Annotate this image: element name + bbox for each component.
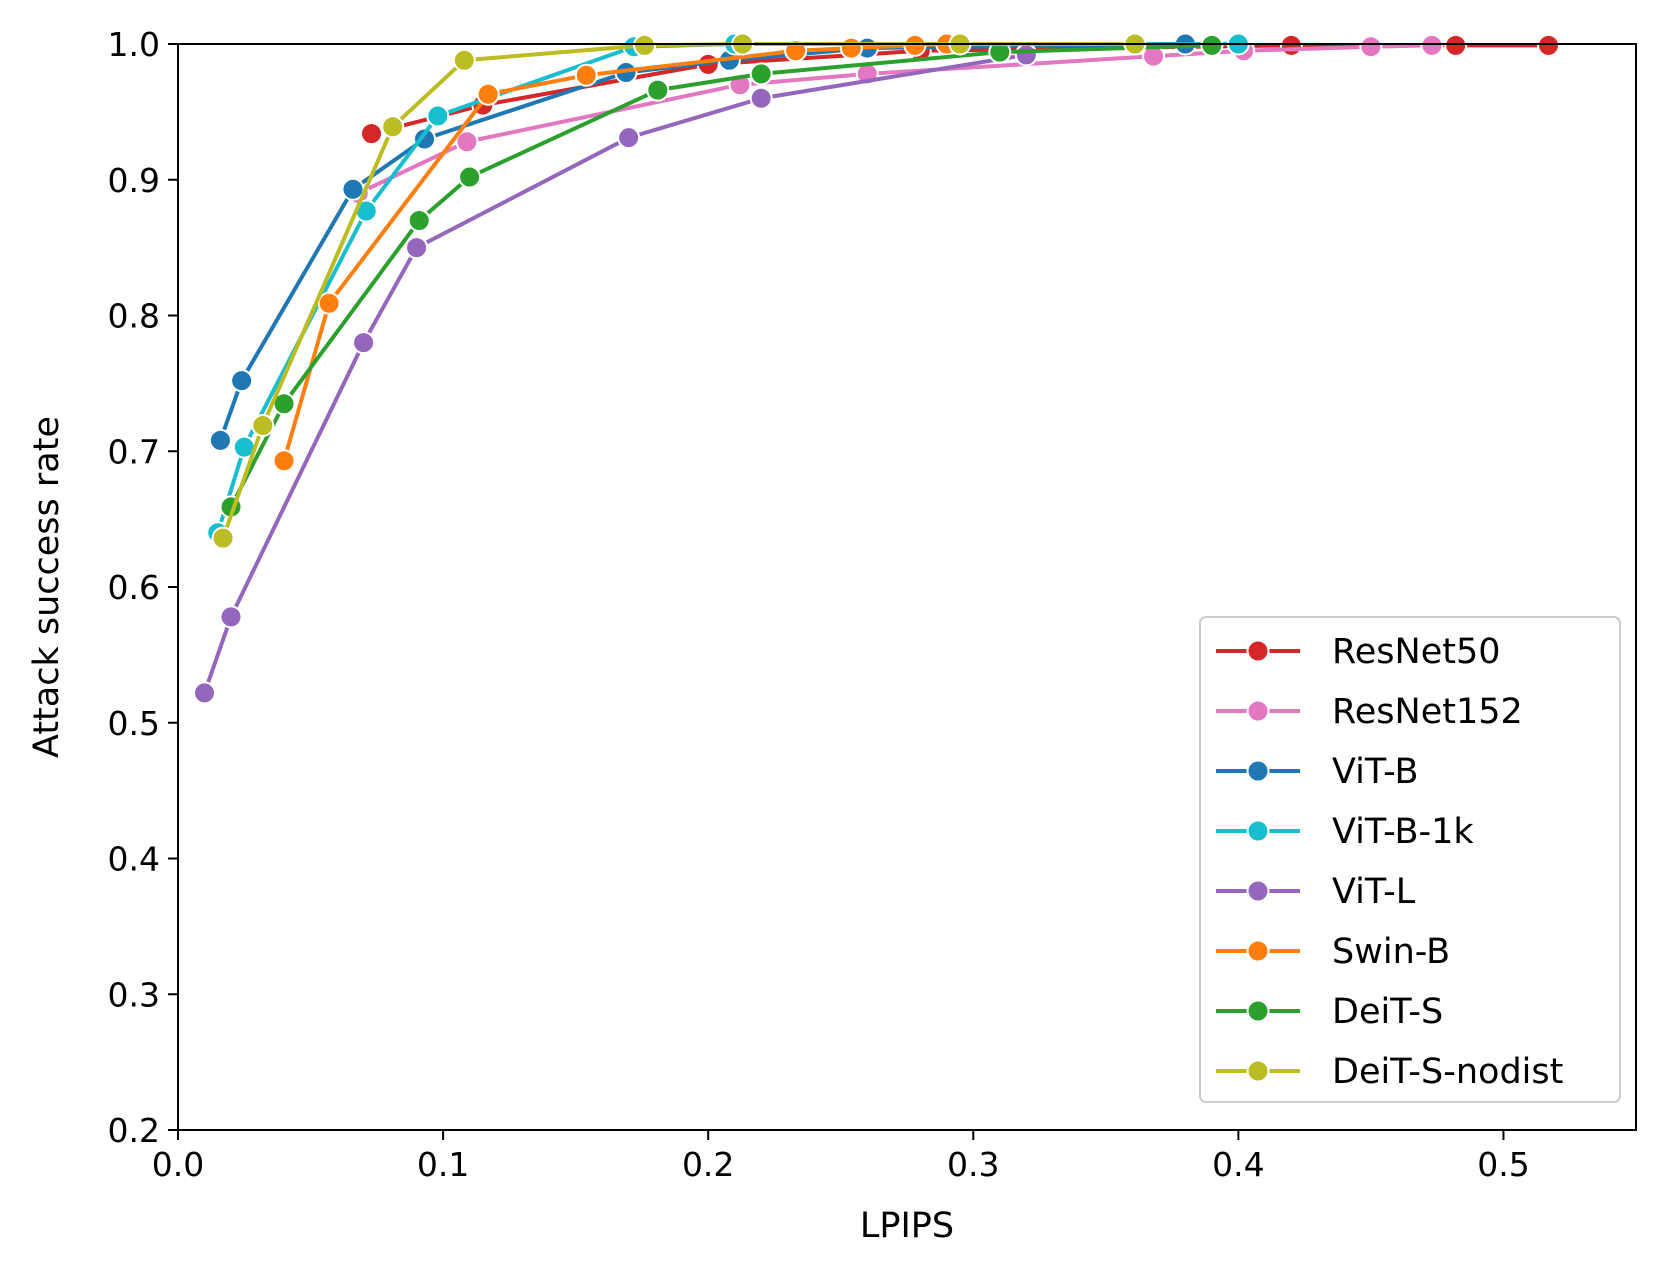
y-axis-label: Attack success rate <box>27 416 67 758</box>
data-point <box>1359 35 1383 59</box>
data-point <box>574 63 598 87</box>
data-point <box>646 78 670 102</box>
x-tick-label: 0.3 <box>947 1145 999 1184</box>
data-point <box>426 104 450 128</box>
data-point <box>749 86 773 110</box>
data-point <box>413 127 437 151</box>
y-tick-label: 0.7 <box>108 432 160 471</box>
y-tick-label: 0.8 <box>108 297 160 336</box>
legend-item: ResNet152 <box>1216 692 1523 732</box>
legend-marker <box>1246 879 1270 903</box>
legend-marker <box>1246 699 1270 723</box>
legend-label: ViT-B-1k <box>1332 812 1474 852</box>
data-point <box>251 413 275 437</box>
series-vit-l <box>193 43 1038 705</box>
data-point <box>360 122 384 146</box>
data-point <box>272 449 296 473</box>
data-point <box>1014 43 1038 67</box>
data-point <box>211 526 235 550</box>
data-point <box>476 82 500 106</box>
legend-label: DeiT-S <box>1332 992 1443 1032</box>
legend-item: ViT-B-1k <box>1216 812 1474 852</box>
legend-marker <box>1246 639 1270 663</box>
legend-label: ViT-L <box>1332 872 1416 912</box>
x-tick-label: 0.4 <box>1212 1145 1264 1184</box>
legend-item: Swin-B <box>1216 932 1450 972</box>
legend-label: ResNet50 <box>1332 632 1501 672</box>
data-point <box>617 126 641 150</box>
legend-item: ResNet50 <box>1216 632 1501 672</box>
x-tick-label: 0.5 <box>1477 1145 1529 1184</box>
legend: ResNet50 ResNet152 ViT-B ViT-B-1k ViT-L Swin-… <box>1199 616 1621 1103</box>
data-point <box>839 36 863 60</box>
legend-box <box>1199 616 1621 1103</box>
ticks-layer: 0.0 0.1 0.2 0.3 0.4 0.5 0.2 0.3 0.4 0.5 0.6 0.7 0.8 0… <box>108 25 1530 1184</box>
y-tick-label: 0.6 <box>108 568 160 607</box>
x-tick-label: 0.0 <box>152 1145 204 1184</box>
data-point <box>988 40 1012 64</box>
legend-marker <box>1246 1059 1270 1083</box>
data-point <box>193 681 217 705</box>
data-point <box>1279 33 1303 57</box>
data-point <box>1537 33 1561 57</box>
legend-item: DeiT-S-nodist <box>1216 1052 1563 1092</box>
data-point <box>452 48 476 72</box>
x-tick-label: 0.2 <box>682 1145 734 1184</box>
y-tick-label: 0.5 <box>108 704 160 743</box>
y-tick-label: 0.2 <box>108 1111 160 1150</box>
data-point <box>381 115 405 139</box>
legend-item: ViT-L <box>1216 872 1416 912</box>
x-tick-label: 0.1 <box>417 1145 469 1184</box>
series-line <box>229 43 1212 508</box>
x-axis-label: LPIPS <box>860 1206 954 1246</box>
legend-label: DeiT-S-nodist <box>1332 1052 1563 1092</box>
data-point <box>407 208 431 232</box>
data-point <box>230 369 254 393</box>
series-layer <box>193 32 1561 705</box>
legend-marker <box>1246 819 1270 843</box>
y-tick-label: 0.4 <box>108 840 160 879</box>
legend-item: DeiT-S <box>1216 992 1443 1032</box>
data-point <box>317 291 341 315</box>
legend-label: Swin-B <box>1332 932 1450 972</box>
legend-label: ViT-B <box>1332 752 1418 792</box>
legend-marker <box>1246 759 1270 783</box>
data-point <box>405 236 429 260</box>
data-point <box>1200 33 1224 57</box>
y-tick-label: 0.3 <box>108 975 160 1014</box>
y-tick-label: 1.0 <box>108 25 160 64</box>
data-point <box>633 33 657 57</box>
data-point <box>208 428 232 452</box>
data-point <box>455 130 479 154</box>
series-line <box>357 43 1432 196</box>
data-point <box>458 165 482 189</box>
data-point <box>219 605 243 629</box>
legend-item: ViT-B <box>1216 752 1418 792</box>
series-deit-s <box>219 33 1224 519</box>
data-point <box>749 62 773 86</box>
legend-label: ResNet152 <box>1332 692 1523 732</box>
data-point <box>1444 33 1468 57</box>
y-tick-label: 0.9 <box>108 161 160 200</box>
legend-marker <box>1246 939 1270 963</box>
legend-marker <box>1246 999 1270 1023</box>
data-point <box>1420 33 1444 57</box>
data-point <box>352 331 376 355</box>
